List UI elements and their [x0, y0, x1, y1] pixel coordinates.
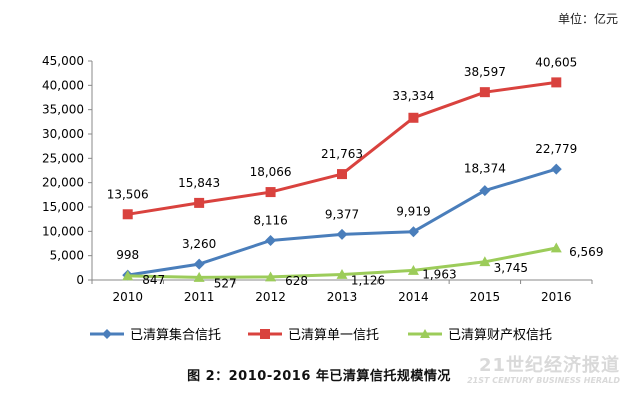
data-label: 15,843 [178, 176, 220, 190]
x-tick-label: 2011 [184, 290, 215, 304]
y-tick-label: 15,000 [42, 200, 84, 214]
series-point [193, 271, 205, 282]
data-label: 1,963 [422, 267, 456, 281]
data-label: 847 [142, 273, 165, 287]
series-point [265, 235, 277, 247]
data-label: 9,377 [325, 207, 359, 221]
legend-marker [102, 329, 112, 339]
series-point [265, 187, 276, 198]
figure-caption: 图 2：2010-2016 年已清算信托规模情况 [187, 369, 451, 384]
series-point [193, 258, 205, 270]
watermark-main: 21世纪经济报道 [478, 355, 620, 376]
data-label: 18,374 [464, 162, 506, 176]
y-tick-label: 25,000 [42, 151, 84, 165]
y-tick-label: 30,000 [42, 127, 84, 141]
data-label: 998 [116, 248, 139, 262]
data-label: 21,763 [321, 147, 363, 161]
data-label: 8,116 [253, 214, 287, 228]
series-point [336, 269, 348, 279]
x-tick-label: 2016 [541, 290, 572, 304]
y-tick-label: 45,000 [42, 54, 84, 68]
y-tick-label: 5,000 [50, 249, 84, 263]
data-label: 3,260 [182, 237, 216, 251]
data-label: 527 [214, 276, 237, 290]
series-point [550, 163, 562, 175]
y-tick-label: 35,000 [42, 103, 84, 117]
series-point [479, 87, 490, 98]
legend-marker [260, 329, 270, 339]
x-tick-label: 2015 [470, 290, 501, 304]
y-tick-label: 40,000 [42, 78, 84, 92]
x-tick-label: 2012 [255, 290, 286, 304]
unit-label: 单位：亿元 [557, 12, 618, 26]
legend-label: 已清算财产权信托 [448, 327, 552, 343]
legend-label: 已清算单一信托 [288, 328, 379, 343]
y-tick-label: 20,000 [42, 176, 84, 190]
x-tick-label: 2010 [112, 290, 143, 304]
data-label: 13,506 [107, 187, 149, 201]
series-point [408, 112, 419, 123]
y-tick-label: 10,000 [42, 224, 84, 238]
series-point [551, 77, 562, 88]
series-point [194, 197, 205, 208]
data-label: 33,334 [392, 89, 434, 103]
data-label: 3,745 [494, 261, 528, 275]
data-label: 18,066 [250, 165, 292, 179]
series-point [122, 270, 134, 281]
data-label: 628 [285, 274, 308, 288]
series-point [337, 169, 347, 180]
data-label: 1,126 [351, 274, 385, 288]
watermark-sub: 21ST CENTURY BUSINESS HERALD [467, 376, 620, 385]
data-label: 22,779 [535, 142, 577, 156]
x-tick-label: 2013 [327, 290, 358, 304]
legend-marker [420, 329, 430, 338]
y-tick-label: 0 [76, 273, 84, 287]
data-label: 40,605 [535, 55, 577, 69]
series-point [336, 228, 348, 240]
series-point [122, 209, 133, 220]
series-point [265, 271, 277, 282]
series-point [407, 264, 419, 275]
legend-label: 已清算集合信托 [130, 327, 221, 343]
data-label: 6,569 [569, 245, 603, 259]
series-point [479, 256, 491, 267]
series-point [407, 226, 419, 238]
data-label: 9,919 [396, 205, 430, 219]
data-label: 38,597 [464, 65, 506, 79]
series-point [479, 185, 491, 197]
x-tick-label: 2014 [398, 290, 429, 304]
watermark-logo: 21世纪经济报道 21ST CENTURY BUSINESS HERALD [467, 357, 620, 385]
series-point [550, 242, 562, 253]
